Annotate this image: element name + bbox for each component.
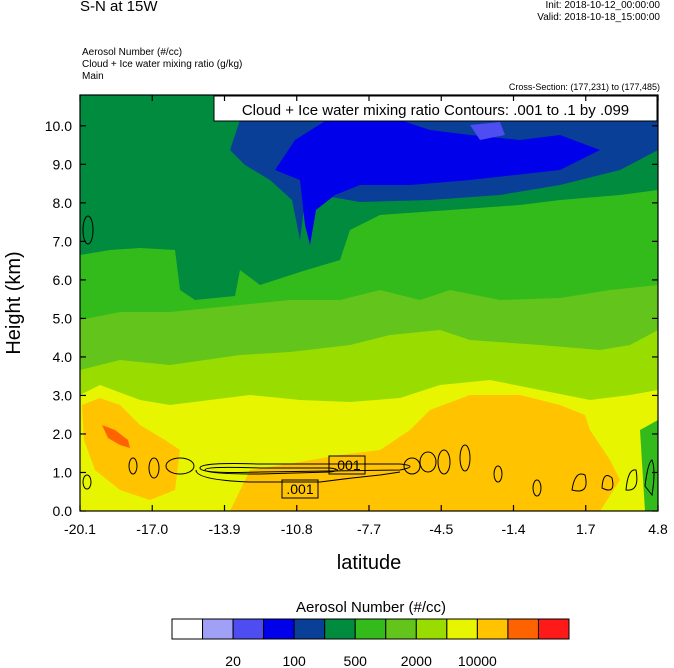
chart-title: Cloud + Ice water mixing ratio Contours:… bbox=[242, 102, 629, 119]
x-tick-label: -17.0 bbox=[136, 521, 168, 537]
plot-main-title: S-N at 15W bbox=[80, 0, 158, 15]
y-tick-label: 6.0 bbox=[53, 272, 73, 288]
y-tick-label: 8.0 bbox=[53, 195, 73, 211]
x-tick-label: -4.5 bbox=[429, 521, 453, 537]
colorbar-tick-label: 100 bbox=[282, 653, 306, 668]
contour-label-2: .001 bbox=[281, 479, 319, 499]
colorbar-swatch bbox=[324, 618, 356, 640]
x-tick-label: -10.8 bbox=[281, 521, 313, 537]
colorbar-swatch bbox=[476, 618, 509, 640]
x-tick-label: -7.7 bbox=[357, 521, 381, 537]
colorbar-swatch bbox=[232, 618, 265, 640]
x-axis: -20.1 -17.0 -13.9 -10.8 -7.7 -4.5 -1.4 1.7 4.8 bbox=[64, 95, 668, 537]
field-label-cloud-ice: Cloud + Ice water mixing ratio (g/kg) bbox=[82, 59, 243, 70]
y-axis: 0.0 1.0 2.0 3.0 4.0 5.0 6.0 7.0 8.0 9.0 10.0 bbox=[45, 118, 658, 519]
x-axis-label: latitude bbox=[337, 552, 402, 574]
y-tick-label: 3.0 bbox=[53, 387, 73, 403]
colorbar-swatch bbox=[293, 618, 326, 640]
field-label-aerosol: Aerosol Number (#/cc) bbox=[82, 47, 183, 58]
colorbar-swatch bbox=[385, 618, 417, 640]
svg-text:.001: .001 bbox=[286, 481, 313, 497]
x-tick-label: 1.7 bbox=[576, 521, 596, 537]
cross-section-label: Cross-Section: (177,231) to (177,485) bbox=[508, 82, 660, 92]
colorbar-swatch bbox=[263, 618, 295, 640]
contour-label-1: .001 bbox=[328, 455, 366, 475]
colorbar-tick-label: 20 bbox=[225, 653, 241, 668]
colorbar-tick-label: 500 bbox=[344, 653, 368, 668]
x-tick-label: -13.9 bbox=[209, 521, 241, 537]
colorbar-swatch bbox=[202, 618, 234, 640]
colorbar-tick-label: 10000 bbox=[458, 653, 497, 668]
y-tick-label: 5.0 bbox=[53, 310, 73, 326]
y-axis-label: Height (km) bbox=[3, 251, 25, 354]
colorbar-swatch bbox=[507, 618, 539, 640]
colorbar-swatch bbox=[354, 618, 387, 640]
init-time-label: Init: 2018-10-12_00:00:00 bbox=[545, 0, 660, 11]
colorbar-swatch bbox=[446, 618, 478, 640]
x-tick-label: 4.8 bbox=[648, 521, 668, 537]
colorbar-swatch bbox=[171, 618, 204, 640]
colorbar-tick-label: 2000 bbox=[401, 653, 432, 668]
x-tick-label: -20.1 bbox=[64, 521, 96, 537]
x-tick-label: -1.4 bbox=[501, 521, 525, 537]
colorbar-swatch bbox=[415, 618, 448, 640]
svg-text:.001: .001 bbox=[333, 457, 360, 473]
cloud-contour-lines bbox=[82, 215, 655, 497]
colorbar-swatch bbox=[537, 618, 570, 640]
colorbar-labels: 20 100 500 2000 10000 bbox=[225, 653, 497, 668]
colorbar bbox=[171, 618, 570, 640]
valid-time-label: Valid: 2018-10-18_15:00:00 bbox=[537, 12, 660, 23]
y-tick-label: 0.0 bbox=[53, 503, 73, 519]
field-label-main: Main bbox=[82, 71, 104, 82]
colorbar-title: Aerosol Number (#/cc) bbox=[296, 599, 446, 616]
aerosol-filled-contours bbox=[80, 95, 658, 511]
y-tick-label: 10.0 bbox=[45, 118, 72, 134]
y-tick-label: 1.0 bbox=[53, 464, 73, 480]
y-tick-label: 9.0 bbox=[53, 156, 73, 172]
contour-info-box: Cloud + Ice water mixing ratio Contours:… bbox=[213, 95, 658, 122]
y-tick-label: 7.0 bbox=[53, 233, 73, 249]
y-tick-label: 2.0 bbox=[53, 426, 73, 442]
y-tick-label: 4.0 bbox=[53, 349, 73, 365]
